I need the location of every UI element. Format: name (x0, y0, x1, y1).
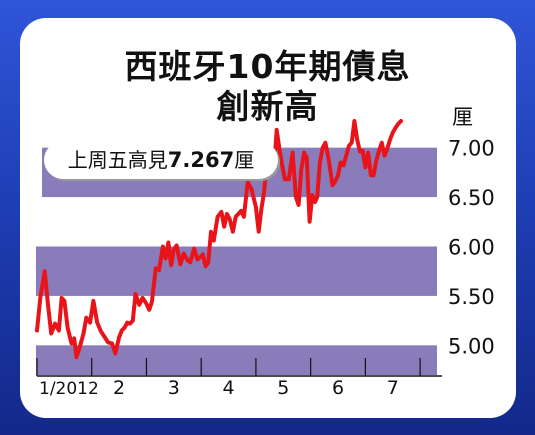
x-tick-label: 7 (387, 377, 399, 399)
y-axis-unit: 厘 (452, 105, 473, 129)
x-tick-label: 1/2012 (39, 379, 99, 399)
x-tick-label: 4 (223, 377, 235, 399)
peak-callout: 上周五高見7.267厘 (44, 141, 278, 179)
x-axis: 1/2012 2 3 4 5 6 7 (36, 358, 442, 399)
title-line-1: 西班牙10年期債息 (124, 47, 411, 86)
x-tick-label: 6 (332, 377, 344, 399)
title-line-2: 創新高 (216, 87, 319, 126)
y-tick-label: 5.00 (448, 334, 495, 358)
yield-line (35, 119, 403, 360)
y-tick-labels: 7.00 6.50 6.00 5.50 5.00 (448, 137, 495, 359)
callout-prefix: 上周五高見 (67, 148, 168, 172)
grid-bands (36, 147, 437, 375)
y-tick-label: 7.00 (448, 137, 495, 161)
y-tick-label: 6.50 (448, 186, 495, 210)
grid-band-2 (36, 345, 437, 375)
x-tick-label: 5 (277, 377, 289, 399)
x-tick-label: 3 (168, 377, 180, 399)
callout-value: 7.267 (167, 148, 235, 172)
y-tick-label: 6.00 (448, 236, 495, 260)
grid-band-1 (36, 246, 437, 296)
callout-unit: 厘 (234, 148, 255, 172)
x-tick-label: 2 (113, 377, 125, 399)
y-tick-label: 5.50 (448, 285, 495, 309)
